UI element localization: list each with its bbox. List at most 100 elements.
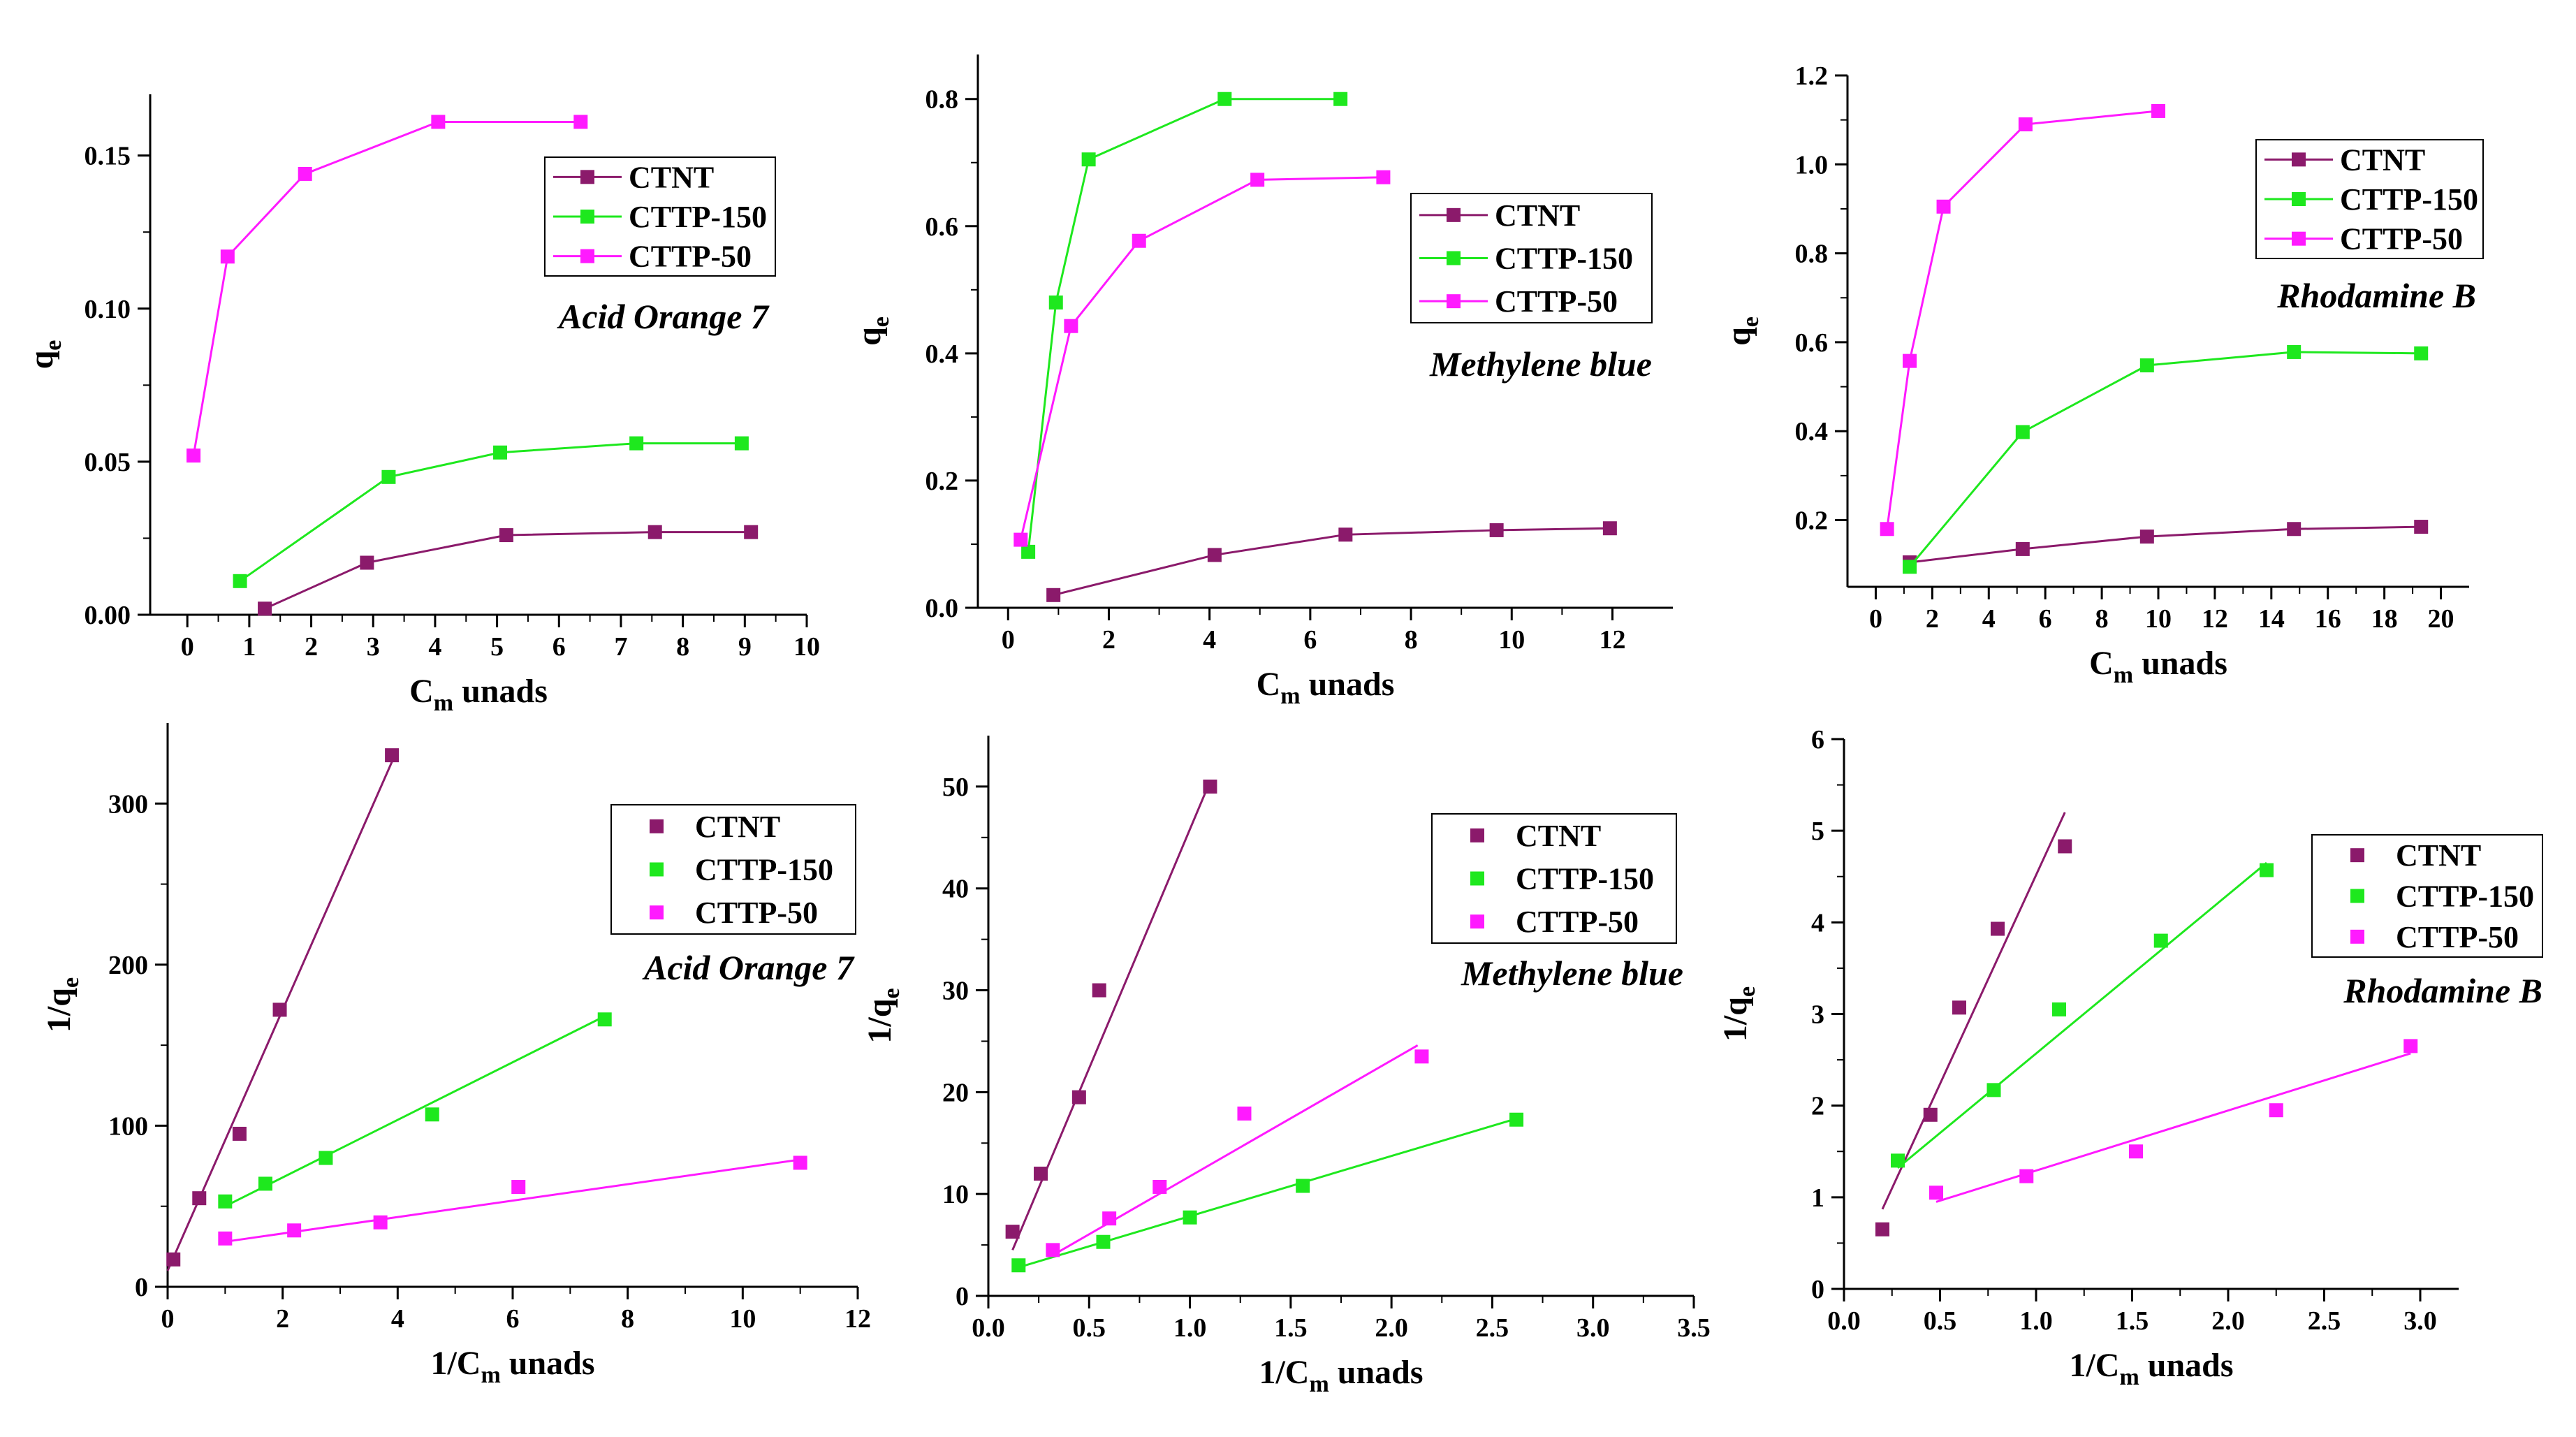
x-tick-label: 0 (1869, 604, 1882, 634)
y-tick-label: 0 (135, 1273, 148, 1302)
legend-swatch-marker (2292, 152, 2306, 167)
legend-label: CTTP-150 (1516, 862, 1654, 896)
x-tick-label: 4 (1982, 604, 1996, 634)
data-point (2153, 933, 2168, 948)
data-point (1991, 921, 2005, 936)
data-point (218, 1194, 233, 1209)
x-tick-label: 12 (844, 1304, 871, 1334)
legend-swatch-marker (1447, 251, 1461, 265)
data-point (2129, 1144, 2143, 1159)
legend-label: CTTP-150 (1495, 242, 1633, 276)
series-cttp-50 (186, 115, 588, 463)
legend-swatch-marker (2292, 192, 2306, 206)
y-tick-label: 0.8 (1795, 240, 1829, 269)
y-tick-label: 0 (1811, 1275, 1824, 1304)
series-cttp-50 (218, 1155, 807, 1246)
legend-swatch-marker (1470, 914, 1484, 929)
x-tick-label: 12 (1599, 625, 1625, 655)
chart-panel-top-right: 0 2 4 6 8 10 12 14 16 18 20 0.2 0.4 0.6 0.8 1.0 1.2 Cm un… (1720, 61, 2484, 688)
series-cttp-50 (1880, 103, 2165, 537)
series-line (1019, 176, 1384, 540)
data-point (2015, 541, 2030, 556)
data-point (1296, 1179, 1310, 1193)
data-point (1096, 1234, 1111, 1249)
x-tick-label: 10 (729, 1304, 756, 1334)
y-tick-label: 0.15 (85, 142, 131, 171)
series-ctnt (1005, 779, 1217, 1250)
series-cttp-150 (1011, 1112, 1524, 1273)
data-point (319, 1151, 333, 1165)
chart-panel-top-left: 0 1 2 3 4 5 6 7 8 9 10 0.00 0.05 0.10 0.15 Cm unads qe CT… (23, 94, 820, 716)
x-axis-label-sub: m (2119, 1364, 2139, 1390)
data-point (431, 115, 446, 129)
y-tick-label: 0.10 (85, 295, 131, 324)
y-tick-label: 0.8 (925, 85, 959, 115)
data-point (499, 528, 513, 543)
legend-swatch-marker (580, 210, 594, 224)
x-tick-label: 20 (2428, 604, 2454, 634)
data-point (597, 1012, 612, 1027)
data-point (1081, 152, 1096, 167)
data-point (2052, 1002, 2066, 1016)
data-point (1092, 983, 1106, 998)
series-ctnt (166, 748, 400, 1271)
series-line (1909, 525, 2422, 564)
y-tick-label: 1 (1811, 1183, 1824, 1213)
data-point (218, 1231, 233, 1246)
chart-annotation: Methylene blue (1429, 344, 1652, 384)
x-axis-label: Cm unads (2089, 645, 2227, 688)
data-point (744, 525, 759, 539)
y-axis-label-sub: e (41, 340, 66, 351)
data-point (2260, 863, 2274, 877)
y-axis-label-main: q (851, 327, 888, 346)
y-tick-label: 0.2 (925, 467, 959, 496)
y-axis-label-sub: e (1734, 986, 1760, 997)
y-tick-label: 30 (942, 977, 969, 1006)
legend-label: CTNT (695, 810, 780, 844)
legend: CTNT CTTP-150 CTTP-50 (1410, 193, 1653, 323)
x-tick-label: 4 (428, 632, 441, 662)
x-tick-label: 3.0 (2403, 1306, 2437, 1336)
data-point (1509, 1112, 1524, 1127)
x-axis-label-sub: m (481, 1362, 500, 1388)
legend-label: CTNT (1516, 819, 1601, 853)
legend-label: CTTP-50 (2396, 920, 2519, 954)
legend-swatch-marker (1470, 871, 1484, 886)
x-axis-label-rest: unads (1329, 1354, 1424, 1391)
x-tick-label: 2.0 (1375, 1313, 1408, 1343)
fit-line (1935, 1052, 2411, 1203)
series-line (1886, 110, 2159, 530)
x-tick-label: 8 (621, 1304, 634, 1334)
series-cttp-50 (1929, 1039, 2418, 1203)
data-point (511, 1180, 526, 1195)
data-point (232, 1126, 247, 1141)
x-tick-label: 14 (2258, 604, 2285, 634)
y-axis-label: 1/qe (861, 988, 905, 1043)
legend-label: CTTP-50 (2340, 222, 2463, 256)
data-point (1875, 1222, 1889, 1237)
data-point (385, 748, 400, 763)
data-point (1048, 296, 1063, 310)
data-point (2019, 1169, 2034, 1183)
y-tick-label: 1.2 (1795, 61, 1829, 91)
data-point (2139, 358, 2154, 373)
x-tick-label: 12 (2202, 604, 2228, 634)
data-point (1071, 1090, 1086, 1104)
x-tick-label: 10 (2145, 604, 2172, 634)
legend-label: CTNT (629, 160, 714, 194)
x-tick-label: 4 (1203, 625, 1216, 655)
legend-label: CTTP-150 (695, 853, 833, 887)
y-tick-label: 5 (1811, 817, 1824, 846)
data-point (1102, 1211, 1117, 1226)
x-axis-label-rest: unads (1301, 666, 1395, 703)
chart-panel-top-middle: 0 2 4 6 8 10 120.00.20.40.60.8Cm unadsqeCTNTCT… (851, 54, 1673, 709)
legend-label: CTTP-50 (1516, 905, 1639, 939)
data-point (2139, 530, 2154, 544)
x-axis-label-sub: m (2114, 662, 2133, 688)
y-axis-label: qe (1720, 316, 1764, 346)
x-tick-label: 6 (506, 1304, 520, 1334)
data-point (2287, 522, 2301, 537)
chart-panel-bottom-left: 0 2 4 6 8 10 12 0 100 200 300 1/Cm unads 1/qe CTNT CTT… (41, 723, 871, 1388)
data-point (2287, 344, 2301, 359)
